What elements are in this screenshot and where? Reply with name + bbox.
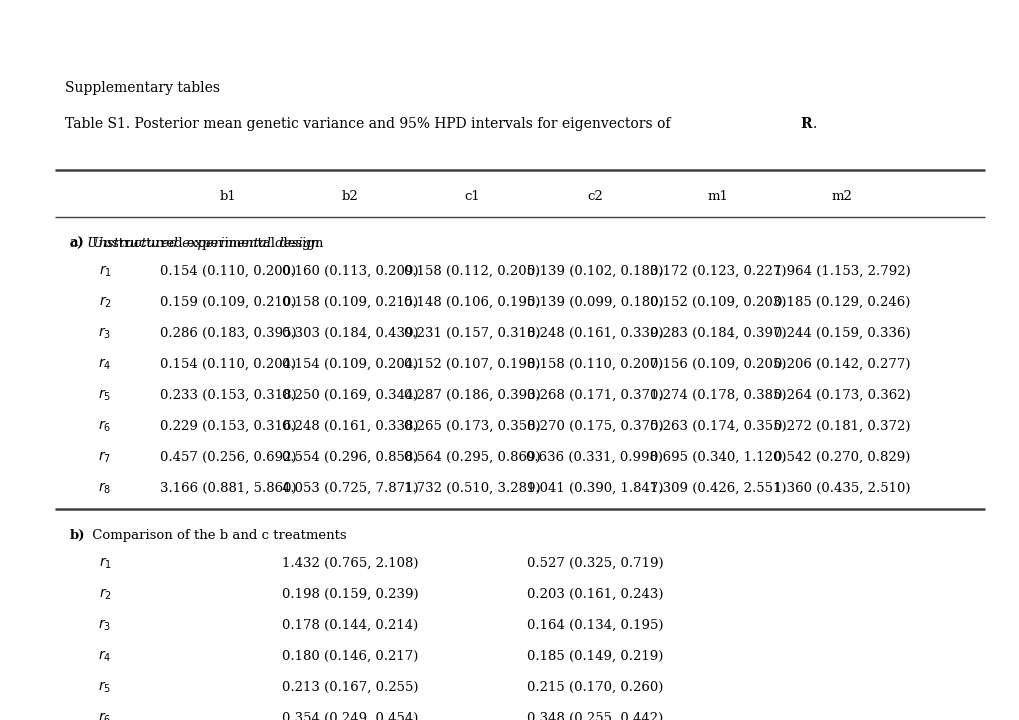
Text: 0.156 (0.109, 0.205): 0.156 (0.109, 0.205)	[649, 358, 786, 371]
Text: 0.215 (0.170, 0.260): 0.215 (0.170, 0.260)	[526, 681, 662, 694]
Text: 0.172 (0.123, 0.227): 0.172 (0.123, 0.227)	[649, 265, 786, 278]
Text: $\mathit{r}_{1}$: $\mathit{r}_{1}$	[99, 264, 111, 279]
Text: m2: m2	[830, 190, 852, 203]
Text: 0.203 (0.161, 0.243): 0.203 (0.161, 0.243)	[526, 588, 662, 601]
Text: $\mathit{r}_{2}$: $\mathit{r}_{2}$	[99, 295, 111, 310]
Text: 0.564 (0.295, 0.869): 0.564 (0.295, 0.869)	[404, 451, 540, 464]
Text: 0.154 (0.109, 0.204): 0.154 (0.109, 0.204)	[281, 358, 418, 371]
Text: 1.360 (0.435, 2.510): 1.360 (0.435, 2.510)	[773, 482, 909, 495]
Text: $\mathit{r}_{7}$: $\mathit{r}_{7}$	[99, 450, 111, 465]
Text: 0.554 (0.296, 0.858): 0.554 (0.296, 0.858)	[281, 451, 418, 464]
Text: .: .	[812, 117, 816, 131]
Text: $\mathit{r}_{5}$: $\mathit{r}_{5}$	[99, 680, 111, 696]
Text: Unstructured experimental design: Unstructured experimental design	[88, 236, 323, 250]
Text: $\mathit{r}_{3}$: $\mathit{r}_{3}$	[99, 618, 111, 634]
Text: 0.348 (0.255, 0.442): 0.348 (0.255, 0.442)	[527, 712, 662, 720]
Text: 0.265 (0.173, 0.358): 0.265 (0.173, 0.358)	[404, 420, 540, 433]
Text: 0.148 (0.106, 0.195): 0.148 (0.106, 0.195)	[404, 296, 540, 309]
Text: 0.158 (0.109, 0.215): 0.158 (0.109, 0.215)	[281, 296, 418, 309]
Text: $\mathit{r}_{2}$: $\mathit{r}_{2}$	[99, 587, 111, 603]
Text: 1.732 (0.510, 3.289): 1.732 (0.510, 3.289)	[404, 482, 540, 495]
Text: 0.286 (0.183, 0.395): 0.286 (0.183, 0.395)	[160, 327, 297, 340]
Text: $\mathit{r}_{6}$: $\mathit{r}_{6}$	[98, 711, 111, 720]
Text: 0.248 (0.161, 0.338): 0.248 (0.161, 0.338)	[281, 420, 418, 433]
Text: 0.154 (0.110, 0.200): 0.154 (0.110, 0.200)	[160, 265, 296, 278]
Text: 0.527 (0.325, 0.719): 0.527 (0.325, 0.719)	[526, 557, 662, 570]
Text: b2: b2	[341, 190, 358, 203]
Text: $\mathit{r}_{4}$: $\mathit{r}_{4}$	[98, 357, 111, 372]
Text: 0.244 (0.159, 0.336): 0.244 (0.159, 0.336)	[773, 327, 909, 340]
Text: 0.164 (0.134, 0.195): 0.164 (0.134, 0.195)	[526, 619, 662, 632]
Text: 0.542 (0.270, 0.829): 0.542 (0.270, 0.829)	[773, 451, 909, 464]
Text: 0.231 (0.157, 0.318): 0.231 (0.157, 0.318)	[404, 327, 540, 340]
Text: $\mathit{r}_{6}$: $\mathit{r}_{6}$	[98, 419, 111, 434]
Text: $\mathit{r}_{3}$: $\mathit{r}_{3}$	[99, 326, 111, 341]
Text: 0.268 (0.171, 0.371): 0.268 (0.171, 0.371)	[526, 389, 662, 402]
Text: 0.213 (0.167, 0.255): 0.213 (0.167, 0.255)	[281, 681, 418, 694]
Text: 0.354 (0.249, 0.454): 0.354 (0.249, 0.454)	[281, 712, 418, 720]
Text: 0.158 (0.112, 0.205): 0.158 (0.112, 0.205)	[404, 265, 539, 278]
Text: 0.185 (0.149, 0.219): 0.185 (0.149, 0.219)	[526, 650, 662, 663]
Text: 0.178 (0.144, 0.214): 0.178 (0.144, 0.214)	[281, 619, 418, 632]
Text: 0.263 (0.174, 0.355): 0.263 (0.174, 0.355)	[649, 420, 786, 433]
Text: Table S1. Posterior mean genetic variance and 95% HPD intervals for eigenvectors: Table S1. Posterior mean genetic varianc…	[65, 117, 675, 131]
Text: $\mathit{r}_{8}$: $\mathit{r}_{8}$	[98, 481, 111, 496]
Text: 0.264 (0.173, 0.362): 0.264 (0.173, 0.362)	[772, 389, 910, 402]
Text: 0.636 (0.331, 0.998): 0.636 (0.331, 0.998)	[526, 451, 662, 464]
Text: 0.180 (0.146, 0.217): 0.180 (0.146, 0.217)	[281, 650, 418, 663]
Text: Supplementary tables: Supplementary tables	[65, 81, 220, 95]
Text: 0.287 (0.186, 0.393): 0.287 (0.186, 0.393)	[404, 389, 540, 402]
Text: c1: c1	[464, 190, 479, 203]
Text: 0.185 (0.129, 0.246): 0.185 (0.129, 0.246)	[773, 296, 909, 309]
Text: 0.457 (0.256, 0.692): 0.457 (0.256, 0.692)	[160, 451, 297, 464]
Text: b1: b1	[219, 190, 236, 203]
Text: $\mathit{r}_{5}$: $\mathit{r}_{5}$	[99, 388, 111, 403]
Text: 0.250 (0.169, 0.344): 0.250 (0.169, 0.344)	[281, 389, 418, 402]
Text: 0.283 (0.184, 0.397): 0.283 (0.184, 0.397)	[649, 327, 786, 340]
Text: 0.274 (0.178, 0.385): 0.274 (0.178, 0.385)	[649, 389, 786, 402]
Text: 0.233 (0.153, 0.318): 0.233 (0.153, 0.318)	[160, 389, 297, 402]
Text: 0.198 (0.159, 0.239): 0.198 (0.159, 0.239)	[281, 588, 418, 601]
Text: 0.695 (0.340, 1.120): 0.695 (0.340, 1.120)	[649, 451, 786, 464]
Text: 0.270 (0.175, 0.375): 0.270 (0.175, 0.375)	[526, 420, 662, 433]
Text: 1.309 (0.426, 2.551): 1.309 (0.426, 2.551)	[649, 482, 786, 495]
Text: R: R	[799, 117, 811, 131]
Text: 0.158 (0.110, 0.207): 0.158 (0.110, 0.207)	[527, 358, 662, 371]
Text: 0.248 (0.161, 0.339): 0.248 (0.161, 0.339)	[526, 327, 662, 340]
Text: 0.160 (0.113, 0.209): 0.160 (0.113, 0.209)	[281, 265, 418, 278]
Text: 0.303 (0.184, 0.439): 0.303 (0.184, 0.439)	[281, 327, 418, 340]
Text: 0.139 (0.102, 0.183): 0.139 (0.102, 0.183)	[526, 265, 662, 278]
Text: Comparison of the b and c treatments: Comparison of the b and c treatments	[88, 528, 346, 541]
Text: 0.139 (0.099, 0.180): 0.139 (0.099, 0.180)	[526, 296, 662, 309]
Text: b): b)	[70, 528, 86, 541]
Text: m1: m1	[707, 190, 728, 203]
Text: c2: c2	[587, 190, 602, 203]
Text: 1.964 (1.153, 2.792): 1.964 (1.153, 2.792)	[772, 265, 910, 278]
Text: 0.159 (0.109, 0.210): 0.159 (0.109, 0.210)	[160, 296, 296, 309]
Text: $\mathit{r}_{1}$: $\mathit{r}_{1}$	[99, 556, 111, 572]
Text: 0.154 (0.110, 0.204): 0.154 (0.110, 0.204)	[160, 358, 296, 371]
Text: 3.166 (0.881, 5.860): 3.166 (0.881, 5.860)	[160, 482, 297, 495]
Text: 4.053 (0.725, 7.871): 4.053 (0.725, 7.871)	[281, 482, 418, 495]
Text: 1.041 (0.390, 1.847): 1.041 (0.390, 1.847)	[526, 482, 662, 495]
Text: $\mathit{r}_{4}$: $\mathit{r}_{4}$	[98, 649, 111, 665]
Text: 0.152 (0.107, 0.198): 0.152 (0.107, 0.198)	[404, 358, 540, 371]
Text: 0.229 (0.153, 0.316): 0.229 (0.153, 0.316)	[160, 420, 297, 433]
Text: a): a)	[70, 236, 85, 250]
Text: a) Unstructured experimental design: a) Unstructured experimental design	[70, 236, 319, 250]
Text: 0.152 (0.109, 0.203): 0.152 (0.109, 0.203)	[649, 296, 786, 309]
Text: 0.272 (0.181, 0.372): 0.272 (0.181, 0.372)	[773, 420, 909, 433]
Text: 1.432 (0.765, 2.108): 1.432 (0.765, 2.108)	[281, 557, 418, 570]
Text: 0.206 (0.142, 0.277): 0.206 (0.142, 0.277)	[773, 358, 909, 371]
